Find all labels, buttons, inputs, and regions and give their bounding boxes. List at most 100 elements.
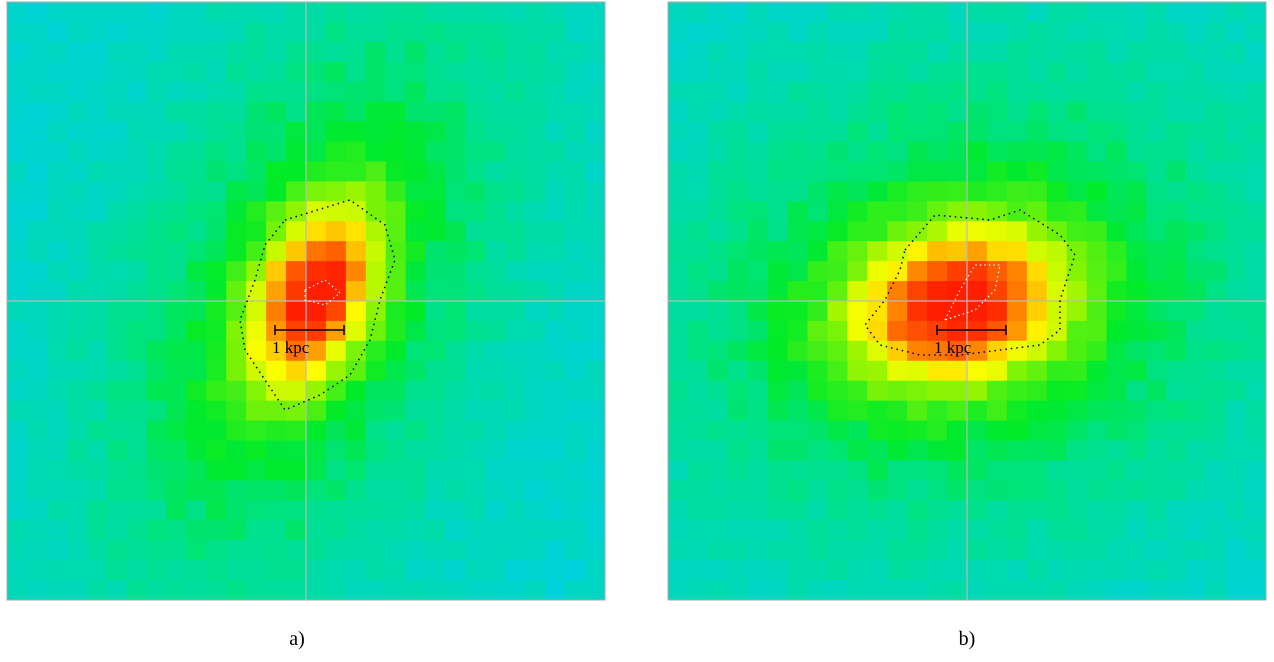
heatmap-cell [747, 400, 769, 422]
heatmap-cell [867, 500, 888, 521]
heatmap-cell [545, 2, 566, 23]
heatmap-cell [505, 281, 526, 302]
heatmap-cell [465, 460, 486, 481]
heatmap-cell [345, 161, 367, 182]
heatmap-cell [827, 121, 848, 143]
heatmap-cell [668, 540, 689, 561]
heatmap-cell [126, 440, 148, 461]
heatmap-cell [206, 560, 227, 581]
heatmap-cell [86, 161, 108, 182]
heatmap-cell [986, 81, 1008, 103]
heatmap-cell [927, 201, 948, 222]
heatmap-cell [286, 61, 307, 83]
heatmap-cell [1006, 520, 1028, 541]
heatmap-cell [807, 520, 828, 541]
heatmap-cell [325, 201, 347, 222]
heatmap-cell [585, 161, 606, 182]
heatmap-cell [166, 440, 187, 461]
heatmap-cell [707, 261, 729, 282]
heatmap-cell [206, 540, 227, 561]
heatmap-cell [166, 320, 187, 342]
heatmap-cell [947, 61, 968, 83]
heatmap-cell [1006, 420, 1028, 442]
heatmap-cell [687, 201, 709, 222]
heatmap-cell [727, 61, 749, 83]
heatmap-cell [246, 41, 267, 63]
heatmap-cell [887, 320, 908, 342]
heatmap-cell [1066, 500, 1088, 521]
heatmap-cell [1066, 181, 1088, 202]
heatmap-cell [1246, 121, 1267, 143]
heatmap-cell [485, 221, 506, 242]
heatmap-cell [727, 41, 749, 63]
heatmap-cell [126, 340, 148, 362]
heatmap-cell [325, 301, 347, 322]
heatmap-cell [1066, 121, 1088, 143]
heatmap-cell [46, 440, 68, 461]
heatmap-cell [286, 480, 307, 501]
heatmap-cell [1106, 81, 1127, 103]
heatmap-cell [146, 400, 167, 422]
heatmap-cell [687, 480, 709, 501]
heatmap-cell [847, 61, 868, 83]
heatmap-cell [1186, 261, 1207, 282]
heatmap-cell [827, 340, 848, 362]
heatmap-cell [26, 201, 48, 222]
heatmap-cell [206, 520, 227, 541]
heatmap-cell [927, 41, 948, 63]
heatmap-cell [325, 360, 347, 382]
heatmap-cell [66, 81, 88, 103]
heatmap-cell [545, 101, 566, 123]
heatmap-cell [66, 21, 88, 43]
heatmap-cell [1126, 420, 1147, 442]
heatmap-cell [668, 81, 689, 103]
heatmap-cell [1206, 181, 1227, 202]
heatmap-cell [246, 540, 267, 561]
heatmap-cell [707, 520, 729, 541]
heatmap-cell [1146, 261, 1167, 282]
heatmap-cell [505, 2, 526, 23]
heatmap-cell [1026, 540, 1048, 561]
heatmap-cell [166, 500, 187, 521]
heatmap-cell [1206, 241, 1227, 262]
heatmap-cell [1246, 320, 1267, 342]
heatmap-cell [365, 101, 387, 123]
heatmap-cell [26, 301, 48, 322]
heatmap-cell [1226, 480, 1247, 501]
heatmap-cell [106, 380, 128, 402]
heatmap-cell [86, 241, 108, 262]
heatmap-cell [186, 320, 207, 342]
heatmap-cell [1126, 460, 1147, 481]
heatmap-cell [1226, 320, 1247, 342]
heatmap-cell [106, 201, 128, 222]
heatmap-cell [565, 340, 586, 362]
heatmap-cell [668, 221, 689, 242]
heatmap-cell [325, 241, 347, 262]
heatmap-cell [687, 340, 709, 362]
heatmap-cell [7, 181, 28, 202]
heatmap-cell [1046, 21, 1068, 43]
heatmap-cell [687, 520, 709, 541]
heatmap-cell [1146, 181, 1167, 202]
heatmap-cell [927, 141, 948, 162]
heatmap-cell [7, 2, 28, 23]
heatmap-cell [727, 201, 749, 222]
heatmap-cell [585, 360, 606, 382]
heatmap-cell [1146, 400, 1167, 422]
heatmap-cell [887, 440, 908, 461]
heatmap-cell [1126, 201, 1147, 222]
heatmap-cell [747, 261, 769, 282]
heatmap-cell [867, 580, 888, 601]
heatmap-cell [1066, 400, 1088, 422]
heatmap-cell [485, 380, 506, 402]
heatmap-cell [325, 480, 347, 501]
heatmap-cell [1206, 101, 1227, 123]
heatmap-cell [106, 61, 128, 83]
heatmap-cell [146, 460, 167, 481]
heatmap-cell [1126, 121, 1147, 143]
heatmap-cell [1126, 320, 1147, 342]
heatmap-cell [1186, 340, 1207, 362]
heatmap-cell [505, 81, 526, 103]
heatmap-cell [106, 281, 128, 302]
heatmap-cell [365, 480, 387, 501]
